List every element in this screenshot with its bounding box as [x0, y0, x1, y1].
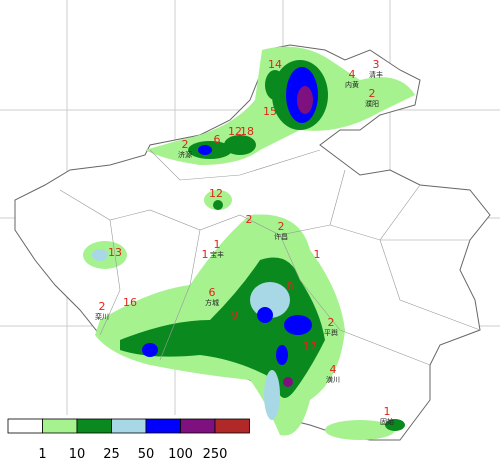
legend-label: 25 — [103, 447, 120, 462]
station-value: 4 — [330, 363, 337, 376]
station-value: 13 — [108, 246, 122, 259]
station-value: 2 — [99, 300, 106, 313]
station-value: 8 — [287, 280, 294, 293]
legend-swatch — [111, 418, 147, 434]
legend-label: 1 — [38, 447, 46, 462]
station-name: 济源 — [178, 150, 192, 159]
station-name: 平舆 — [324, 328, 338, 337]
station-name: 内黄 — [345, 80, 359, 89]
legend-swatch — [76, 418, 112, 434]
station-name: 潢川 — [326, 375, 340, 384]
station-name: 濮阳 — [365, 99, 379, 108]
legend-swatch — [180, 418, 216, 434]
station-name: 清丰 — [369, 70, 383, 79]
station-name: 方城 — [205, 298, 219, 307]
station-value: 9 — [232, 309, 239, 322]
station-value: 17 — [303, 340, 317, 353]
legend-label: 100 — [168, 447, 193, 462]
legend-label: 10 — [69, 447, 86, 462]
legend-label: 50 — [138, 447, 155, 462]
station-value: 3 — [373, 58, 380, 71]
legend: 1 10 25 50 100 250 — [7, 418, 250, 462]
legend-swatch — [7, 418, 43, 434]
station-name: 许昌 — [274, 232, 288, 241]
legend-swatch — [214, 418, 250, 434]
station-name: 固始 — [380, 417, 394, 426]
rain-areas — [83, 46, 415, 440]
station-value: 2 — [182, 138, 189, 151]
station-value: 2 — [278, 220, 285, 233]
station-value: 1 — [314, 248, 321, 261]
station-value: 6 — [214, 133, 221, 146]
station-value: 1 — [384, 405, 391, 418]
station-name: 宝丰 — [210, 250, 224, 259]
legend-label: 250 — [203, 447, 228, 462]
station-value: 15 — [263, 105, 277, 118]
station-value: 2 — [369, 87, 376, 100]
station-value: 12 — [228, 125, 242, 138]
station-value: 2 — [328, 316, 335, 329]
station-value: 14 — [268, 58, 282, 71]
station-value: 12 — [209, 187, 223, 200]
station-value: 4 — [349, 68, 356, 81]
county-borders — [59, 149, 481, 366]
legend-swatch — [42, 418, 78, 434]
station-value: 2 — [246, 213, 253, 226]
station-value: 1 — [214, 238, 221, 251]
station-value: 6 — [209, 286, 216, 299]
station-value: 1 — [202, 248, 209, 261]
station-value: 16 — [123, 296, 137, 309]
station-name: 栾川 — [95, 312, 109, 321]
station-value: 18 — [240, 125, 254, 138]
legend-swatch — [145, 418, 181, 434]
